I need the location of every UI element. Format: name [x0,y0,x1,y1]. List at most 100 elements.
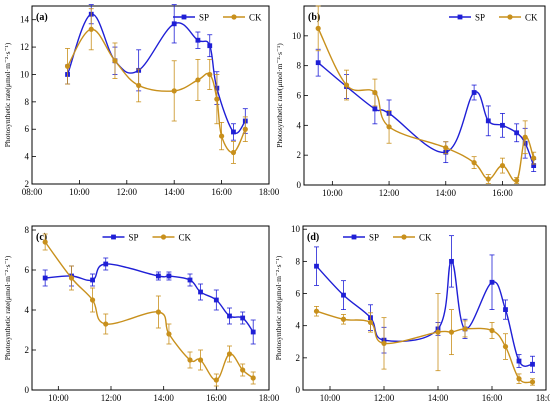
data-point [381,340,387,346]
data-point [462,326,468,332]
y-tick-label: 6 [297,91,302,101]
data-point [207,71,213,78]
data-point [171,21,177,27]
y-tick-label: 4 [297,120,302,130]
legend-marker [507,14,513,20]
data-point [372,106,378,112]
data-point [343,82,350,88]
y-tick-label: 8 [297,61,302,71]
data-point [197,357,204,363]
legend-marker [160,234,167,240]
data-point [187,357,193,363]
legend-label: SP [369,233,379,243]
x-tick-label: 14:00 [436,188,457,198]
plot-frame [302,225,547,391]
panel-label: (b) [308,12,320,23]
y-tick-label: 2 [25,179,30,189]
y-axis-label: Photosynthetic rate(μmol·m⁻²·s⁻¹) [3,42,12,147]
y-tick-label: 2 [297,150,302,160]
y-tick-label: 10 [292,31,302,41]
data-point [103,321,109,327]
legend-marker [181,14,187,20]
y-axis-label: Photosynthetic rate(μmol·m⁻²·s⁻¹) [275,43,284,148]
y-axis-label: Photosynthetic rate(μmol·m⁻²·s⁻¹) [3,255,12,360]
data-point [471,90,477,95]
data-point [231,129,236,135]
data-point [240,367,246,373]
data-point [88,26,94,32]
data-point [522,134,528,140]
x-tick-label: 16:00 [206,393,227,403]
legend-marker [401,234,407,240]
y-tick-label: 12 [20,42,29,52]
y-axis-label: Photosynthetic rate(μmol·m⁻²·s⁻¹) [274,255,283,360]
panel-label: (a) [36,12,48,23]
y-tick-label: 4 [25,152,30,162]
x-tick-label: 16:00 [482,393,503,403]
data-point [213,297,219,303]
legend-label: SP [129,233,139,243]
x-tick-label: 14:00 [428,393,449,403]
panel-4: 10:00 12:00 14:00 16:00 18:00 0 2 4 6 8 10 Photosyn… [274,224,550,403]
y-tick-label: 0 [297,180,302,190]
data-point [531,155,537,161]
series-line [66,13,246,134]
data-point [449,258,454,264]
legend-marker [111,234,116,240]
y-tick-label: 4 [296,321,301,331]
data-point [516,376,522,382]
x-tick-label: 16:00 [211,187,232,197]
series-ck [313,293,536,386]
data-point [443,145,449,151]
series-sp [65,4,248,141]
y-tick-label: 6 [25,265,30,275]
data-point [68,275,75,281]
legend-label: CK [179,233,192,243]
data-point [502,343,509,350]
data-point [240,315,246,321]
data-point [198,289,203,295]
plot-frame [303,5,546,186]
data-point [485,118,491,124]
data-point [112,58,118,64]
y-tick-label: 6 [296,289,301,299]
data-point [195,37,201,43]
data-point [42,275,48,281]
y-tick-label: 10 [291,224,301,234]
data-point [530,361,535,367]
y-tick-label: 2 [25,345,30,355]
data-point [340,316,347,322]
data-point [155,309,161,315]
series-line [315,260,533,367]
data-point [156,273,161,279]
data-point [230,149,237,156]
y-tick-label: 8 [296,256,301,266]
x-tick-label: 18:00 [259,393,280,403]
series-sp [314,235,535,373]
legend-label: CK [525,13,538,23]
data-point [242,126,248,132]
data-point [435,329,441,335]
data-point [514,177,520,184]
y-tick-label: 8 [25,97,30,107]
data-point [213,377,219,383]
x-tick-label: 18:00 [259,187,280,197]
series-line [44,241,254,381]
data-point [103,261,109,267]
x-tick-label: 18:00 [536,393,550,403]
panel-3: 10:00 12:00 14:00 16:00 18:00 0 2 4 6 8 Photosynth… [3,225,280,403]
y-tick-label: 10 [20,69,30,79]
x-tick-label: 14:00 [164,187,185,197]
data-point [485,176,491,182]
y-tick-label: 2 [296,353,301,363]
data-point [136,82,142,89]
data-point [219,133,225,139]
series-ck [64,8,248,164]
series-line [317,62,535,166]
legend: SP CK [449,13,538,23]
data-point [64,63,71,69]
y-tick-label: 0 [296,385,301,395]
legend: SP CK [343,233,432,243]
y-tick-label: 4 [25,305,30,315]
